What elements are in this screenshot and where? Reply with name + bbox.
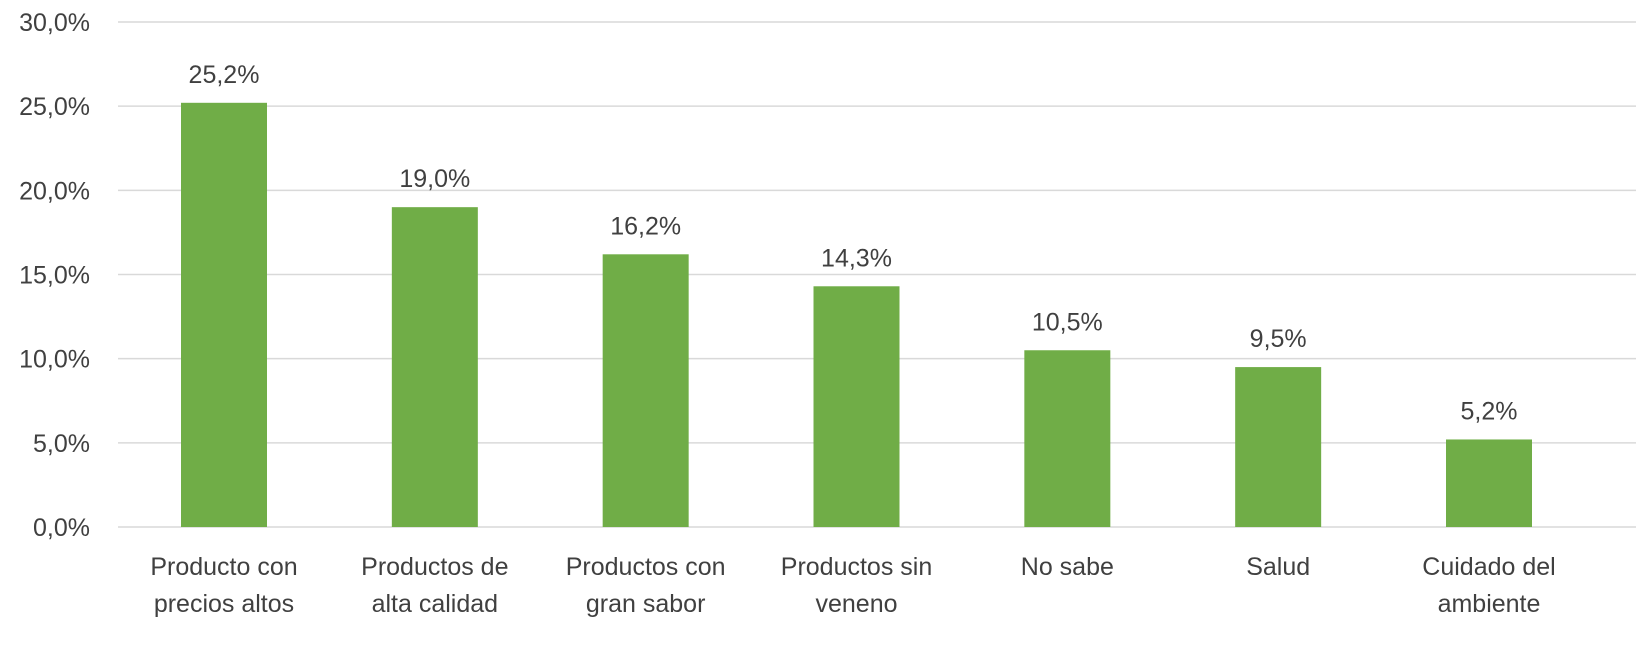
category-label: Productos de bbox=[361, 553, 508, 581]
category-label: gran sabor bbox=[586, 590, 706, 618]
category-label: No sabe bbox=[1021, 553, 1114, 581]
bars bbox=[181, 102, 1532, 528]
category-label: precios altos bbox=[154, 590, 294, 618]
y-tick-label: 0,0% bbox=[33, 514, 90, 542]
y-tick-label: 20,0% bbox=[19, 177, 90, 205]
bar bbox=[391, 207, 478, 527]
data-label: 9,5% bbox=[1250, 325, 1307, 353]
y-tick-label: 15,0% bbox=[19, 262, 90, 290]
category-label: Productos con bbox=[566, 553, 726, 581]
data-label: 19,0% bbox=[399, 165, 470, 193]
category-label: veneno bbox=[815, 590, 897, 618]
y-axis-tick-labels: 0,0% 5,0% 10,0% 15,0% 20,0% 25,0% 30,0% bbox=[19, 9, 90, 542]
y-tick-label: 5,0% bbox=[33, 430, 90, 458]
y-tick-label: 25,0% bbox=[19, 93, 90, 121]
y-tick-label: 30,0% bbox=[19, 9, 90, 37]
category-label: Salud bbox=[1246, 553, 1310, 581]
data-label: 10,5% bbox=[1032, 308, 1103, 336]
data-label: 14,3% bbox=[821, 244, 892, 272]
x-axis-category-labels: Producto con precios altos Productos de alt… bbox=[150, 553, 1555, 618]
y-tick-label: 10,0% bbox=[19, 346, 90, 374]
bar bbox=[1024, 350, 1111, 527]
bar bbox=[813, 286, 900, 527]
data-label: 25,2% bbox=[189, 61, 260, 89]
category-label: Producto con bbox=[150, 553, 297, 581]
category-label: alta calidad bbox=[372, 590, 498, 618]
data-label: 16,2% bbox=[610, 212, 681, 240]
bar bbox=[1446, 439, 1532, 527]
category-label: ambiente bbox=[1438, 590, 1541, 618]
bar bbox=[181, 102, 267, 528]
bar bbox=[602, 254, 689, 528]
category-label: Productos sin bbox=[781, 553, 932, 581]
data-label: 5,2% bbox=[1461, 397, 1518, 425]
data-labels: 25,2% 19,0% 16,2% 14,3% 10,5% 9,5% 5,2% bbox=[189, 61, 1518, 426]
bar bbox=[1235, 367, 1322, 527]
category-label: Cuidado del bbox=[1422, 553, 1555, 581]
